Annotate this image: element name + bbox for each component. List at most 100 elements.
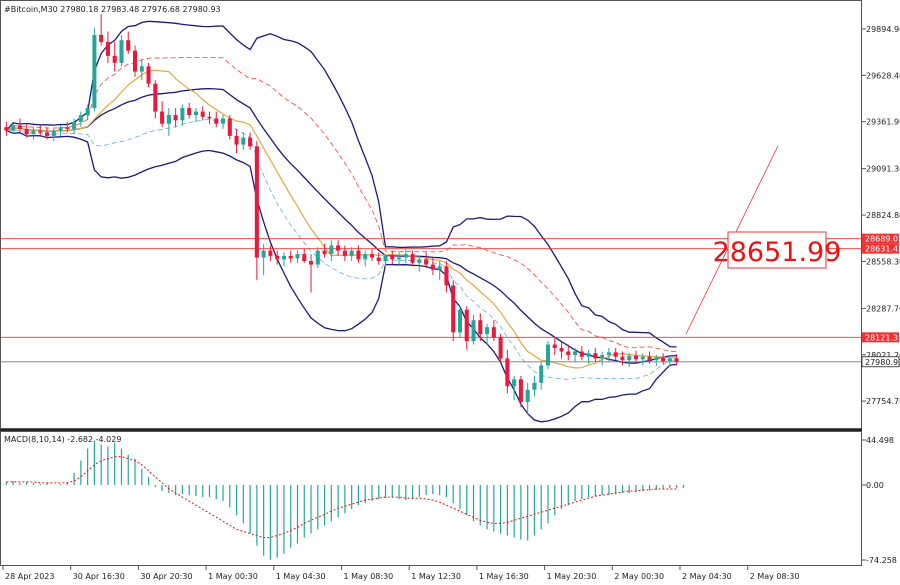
candle-body bbox=[207, 116, 212, 119]
candle-body bbox=[559, 348, 564, 352]
big-price-label: 28651.99 bbox=[713, 237, 842, 268]
candle-body bbox=[390, 255, 395, 260]
candle-body bbox=[146, 66, 151, 84]
candle-body bbox=[545, 344, 551, 366]
candle-body bbox=[241, 137, 246, 145]
candle-body bbox=[288, 255, 293, 259]
macd-pane-frame bbox=[0, 431, 862, 566]
candle-body bbox=[512, 379, 517, 387]
y-tick-label: 29091.30 bbox=[866, 165, 900, 174]
x-tick-label: 1 May 12:30 bbox=[411, 572, 461, 581]
candle-body bbox=[667, 358, 672, 362]
candle-body bbox=[99, 35, 104, 42]
candle-body bbox=[444, 266, 449, 286]
candle-body bbox=[363, 254, 368, 260]
y-tick-label: 29894.90 bbox=[866, 25, 900, 34]
candle-body bbox=[633, 355, 639, 360]
candle-body bbox=[532, 382, 537, 390]
candle-body bbox=[268, 250, 273, 256]
candle-body bbox=[552, 344, 557, 349]
candle-body bbox=[464, 309, 469, 342]
candle-body bbox=[160, 111, 165, 124]
candle-body bbox=[525, 389, 530, 402]
y-tick-label: 28287.70 bbox=[866, 304, 900, 313]
candle-body bbox=[166, 115, 171, 124]
candle-body bbox=[376, 257, 381, 262]
candle-body bbox=[579, 351, 584, 357]
candle-body bbox=[491, 327, 496, 338]
candle-body bbox=[342, 250, 347, 256]
candle-body bbox=[606, 352, 611, 355]
moving-averages bbox=[6, 57, 677, 380]
candle-body bbox=[295, 254, 300, 259]
bb-middle bbox=[6, 87, 677, 364]
candle-body bbox=[498, 337, 503, 359]
x-tick-label: 1 May 08:30 bbox=[344, 572, 394, 581]
big-price-box bbox=[727, 231, 827, 269]
candle-body bbox=[424, 259, 429, 265]
y-tick-label: 28021.20 bbox=[866, 351, 900, 360]
candle-body bbox=[200, 111, 205, 117]
candle-body bbox=[38, 130, 43, 133]
candle-body bbox=[322, 250, 327, 255]
candle-body bbox=[139, 66, 144, 72]
candle-body bbox=[430, 264, 435, 270]
candle-body bbox=[573, 351, 578, 355]
macd-indicator: 44.498 0.00 -74.258 bbox=[5, 436, 897, 565]
candle-body bbox=[180, 108, 185, 121]
candle-body bbox=[11, 125, 16, 131]
candle-body bbox=[451, 285, 456, 333]
ma-dash-lower bbox=[6, 119, 677, 380]
macd-y-tick-label: 44.498 bbox=[866, 436, 894, 445]
horizontal-levels bbox=[0, 238, 862, 363]
candle-body bbox=[613, 352, 618, 357]
level-tag bbox=[862, 233, 899, 244]
candle-body bbox=[383, 255, 388, 262]
candle-body bbox=[640, 356, 645, 360]
y-tick-label: 27754.70 bbox=[866, 397, 900, 406]
candle-body bbox=[78, 115, 83, 122]
y-tick-label: 28824.80 bbox=[866, 211, 900, 220]
candle-body bbox=[112, 55, 117, 63]
symbol-title: #Bitcoin,M30 27980.18 27983.48 27976.68 … bbox=[4, 5, 221, 14]
candle-body bbox=[566, 351, 571, 355]
x-tick-label: 1 May 00:30 bbox=[208, 572, 258, 581]
candle-body bbox=[349, 250, 354, 256]
ma-dash-upper bbox=[6, 57, 677, 352]
candle-body bbox=[485, 327, 490, 335]
candle-body bbox=[674, 358, 679, 362]
level-tag-label: 28689.02 bbox=[865, 235, 900, 244]
candle-body bbox=[92, 35, 97, 109]
candle-body bbox=[85, 108, 90, 116]
macd-title: MACD(8,10,14) -2.682 -4.029 bbox=[4, 435, 121, 444]
candle-body bbox=[72, 121, 77, 129]
candle-body bbox=[309, 261, 314, 265]
candle-body bbox=[227, 118, 232, 136]
candle-body bbox=[647, 356, 652, 361]
candle-body bbox=[234, 135, 239, 145]
ma-fast bbox=[6, 69, 677, 369]
candle-body bbox=[620, 356, 625, 361]
macd-signal-line bbox=[6, 456, 677, 538]
level-tag bbox=[862, 243, 899, 254]
y-tick-label: 28558.30 bbox=[866, 257, 900, 266]
level-tag-label: 28631.42 bbox=[865, 245, 900, 254]
candle-body bbox=[336, 245, 341, 251]
x-tick-label: 1 May 20:30 bbox=[547, 572, 597, 581]
bollinger-bands bbox=[5, 20, 677, 423]
y-tick-label: 29361.90 bbox=[866, 118, 900, 127]
candle-body bbox=[457, 309, 463, 333]
level-tag-label: 28121.31 bbox=[865, 333, 900, 342]
candle-body bbox=[58, 127, 63, 131]
candle-body bbox=[248, 137, 253, 147]
candle-body bbox=[132, 50, 138, 72]
x-tick-label: 28 Apr 2023 bbox=[5, 572, 54, 581]
bb-upper bbox=[5, 20, 677, 348]
candle-body bbox=[173, 115, 178, 121]
y-tick-label: 29628.40 bbox=[866, 71, 900, 80]
candle-body bbox=[254, 146, 259, 258]
candle-body bbox=[437, 266, 442, 270]
current-price-label: 27980.93 bbox=[865, 358, 900, 367]
candle-body bbox=[193, 111, 198, 116]
